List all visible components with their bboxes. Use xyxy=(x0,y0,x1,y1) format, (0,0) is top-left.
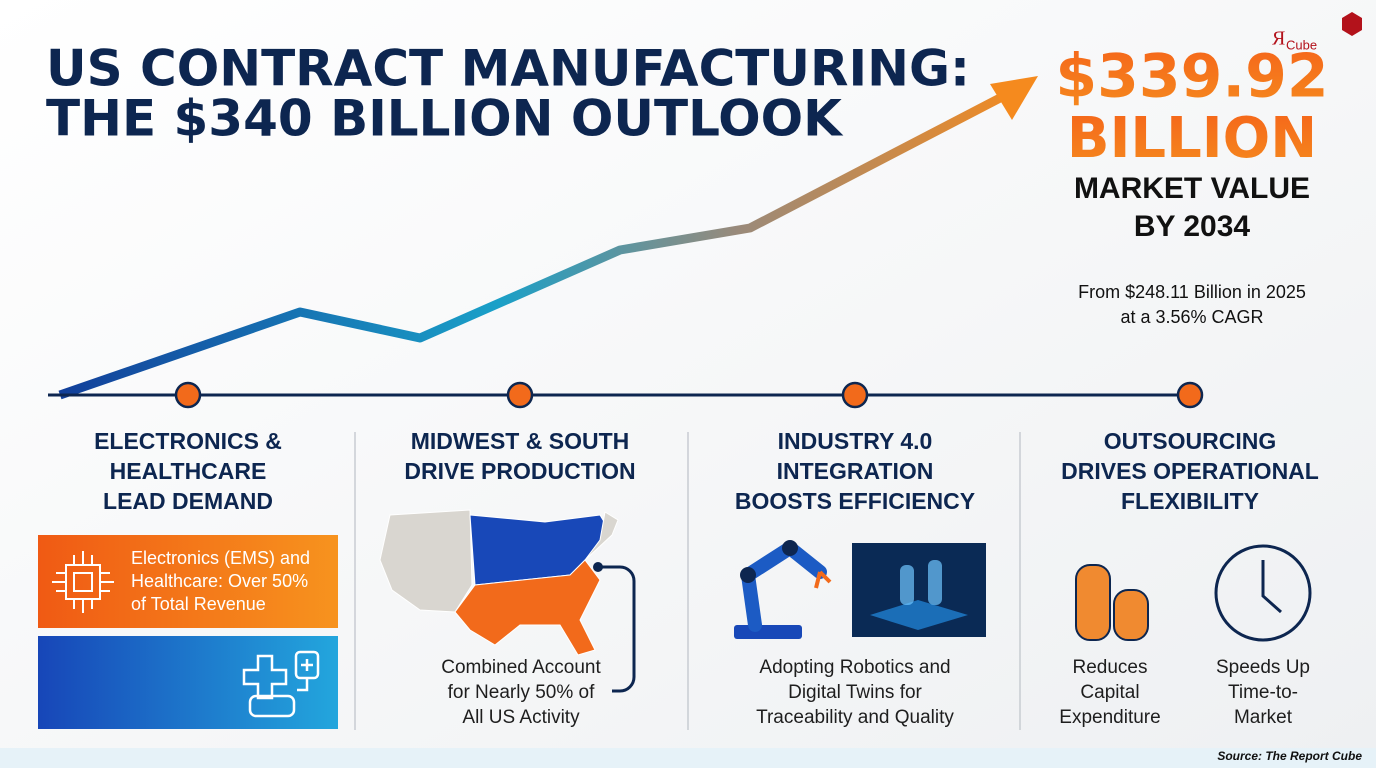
map-connector xyxy=(598,565,636,693)
dividers xyxy=(354,432,1021,730)
coins-icon xyxy=(1075,564,1149,641)
connector-dot xyxy=(593,562,603,572)
footer-bar xyxy=(0,748,1376,768)
highlight-caption: MARKET VALUE xyxy=(1074,172,1310,205)
health-box xyxy=(38,636,338,729)
timeline-dot xyxy=(841,381,869,409)
section-title: INDUSTRY 4.0 xyxy=(778,428,933,454)
section-title: DRIVE PRODUCTION xyxy=(404,458,635,484)
highlight-value: $339.92 xyxy=(1055,42,1328,112)
section-text: Combined Account xyxy=(441,657,601,678)
callout-box xyxy=(38,535,338,628)
callout-text: Electronics (EMS) and xyxy=(131,548,310,568)
highlight-note: at a 3.56% CAGR xyxy=(1120,307,1263,327)
section-text: Adopting Robotics and xyxy=(759,657,950,678)
section-text: for Nearly 50% of xyxy=(448,682,596,703)
item-label: Reduces xyxy=(1073,657,1148,678)
robot-icon xyxy=(734,540,832,639)
trend-line xyxy=(58,94,1003,400)
health-icon xyxy=(242,650,320,718)
section-title: MIDWEST & SOUTH xyxy=(411,428,630,454)
timeline-dot xyxy=(506,381,534,409)
source: Source: The Report Cube xyxy=(1217,749,1362,763)
digital-twin-icon xyxy=(852,543,986,637)
us-map xyxy=(379,509,619,656)
timeline-dots xyxy=(174,381,1204,409)
section-title: HEALTHCARE xyxy=(110,458,267,484)
section-text: All US Activity xyxy=(462,707,580,728)
highlight-unit: BILLION xyxy=(1067,106,1317,171)
section-title: FLEXIBILITY xyxy=(1121,488,1259,514)
logo-mark: Я xyxy=(1272,28,1285,50)
trend-arrow xyxy=(990,76,1038,120)
callout-text: of Total Revenue xyxy=(131,594,266,614)
section-title: INTEGRATION xyxy=(777,458,934,484)
item-label: Speeds Up xyxy=(1216,657,1310,678)
section-title: LEAD DEMAND xyxy=(103,488,273,514)
highlight-note: From $248.11 Billion in 2025 xyxy=(1078,282,1306,302)
timeline-dot xyxy=(1176,381,1204,409)
logo-cube xyxy=(1342,12,1362,36)
section-text: Digital Twins for xyxy=(788,682,922,703)
section-text: Traceability and Quality xyxy=(756,707,954,728)
map-northeast xyxy=(584,511,619,561)
title-line: US CONTRACT MANUFACTURING: xyxy=(46,40,970,98)
callout-text: Healthcare: Over 50% xyxy=(131,571,308,591)
chip-icon xyxy=(52,551,114,613)
item-label: Expenditure xyxy=(1059,707,1160,728)
item-label: Time-to- xyxy=(1228,682,1298,703)
title-line: THE $340 BILLION OUTLOOK xyxy=(46,90,844,148)
section-title: ELECTRONICS & xyxy=(94,428,282,454)
highlight-caption: BY 2034 xyxy=(1134,210,1251,243)
item-label: Capital xyxy=(1080,682,1139,703)
section-title: OUTSOURCING xyxy=(1104,428,1277,454)
item-label: Market xyxy=(1234,707,1293,728)
section-title: DRIVES OPERATIONAL xyxy=(1061,458,1319,484)
timeline-dot xyxy=(174,381,202,409)
logo: Я Cube xyxy=(1272,12,1362,52)
logo-text: Cube xyxy=(1286,37,1317,52)
section-title: BOOSTS EFFICIENCY xyxy=(735,488,975,514)
clock-icon xyxy=(1214,544,1312,642)
